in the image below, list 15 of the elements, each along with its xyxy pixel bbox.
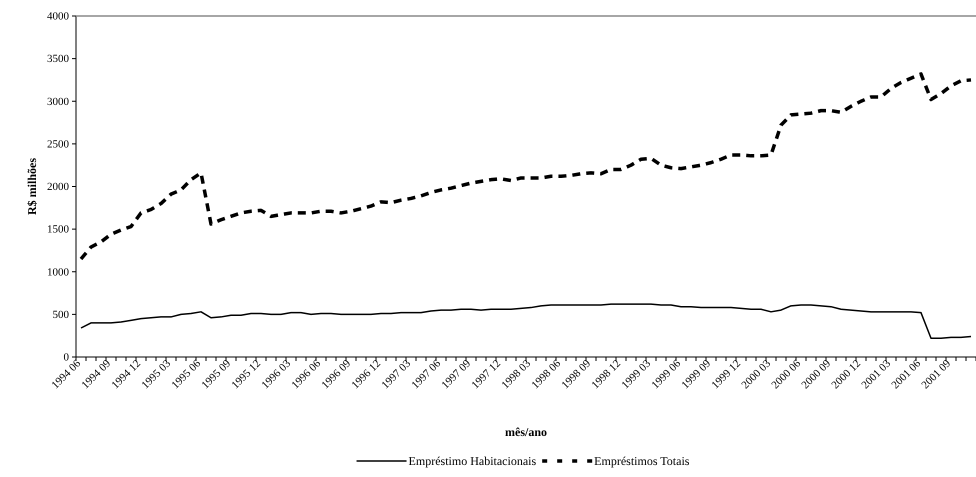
line-series [80, 303, 972, 339]
y-tick-label: 500 [52, 308, 70, 321]
y-tick-label: 0 [64, 352, 70, 364]
legend-label: Empréstimo Habitacionais [408, 454, 537, 468]
y-axis-title: R$ milhões [25, 158, 39, 215]
y-tick-label: 1000 [47, 266, 70, 278]
x-axis-title: mês/ano [505, 425, 547, 439]
y-tick-label: 3000 [47, 96, 70, 108]
y-tick-label: 2000 [47, 181, 70, 194]
legend-label: Empréstimos Totais [594, 454, 690, 468]
y-tick-label: 2500 [47, 138, 70, 150]
y-tick-label: 1500 [47, 224, 70, 236]
y-tick-label: 3500 [47, 53, 70, 66]
y-tick-label: 4000 [47, 10, 70, 23]
line-series [79, 72, 973, 261]
